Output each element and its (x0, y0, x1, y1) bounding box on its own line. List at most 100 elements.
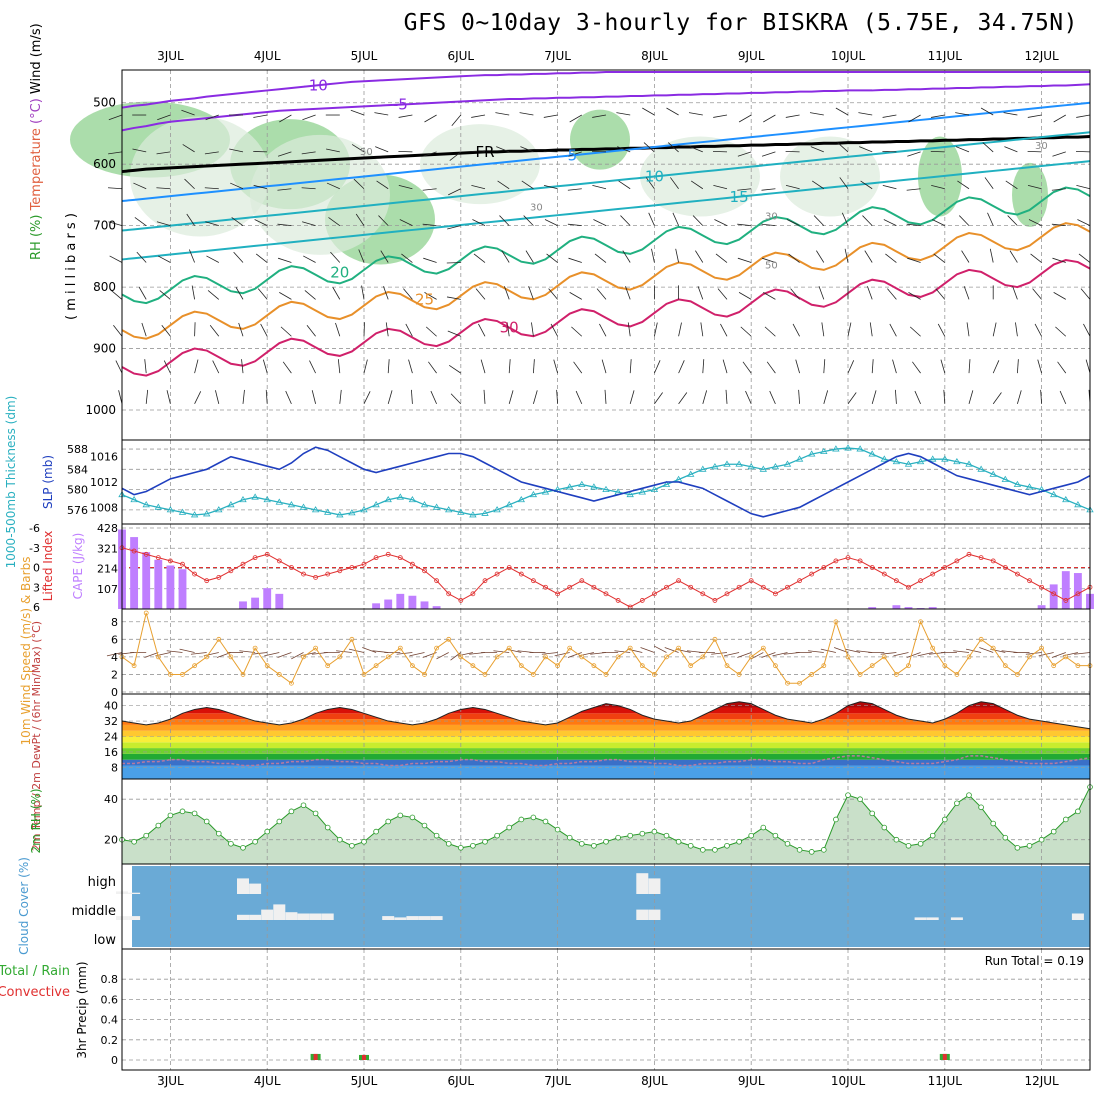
lifted-index-marker (700, 591, 706, 597)
wind-barb (301, 187, 316, 190)
wind-barb (207, 290, 220, 300)
rh-marker (591, 842, 597, 849)
lifted-index-marker (143, 551, 149, 557)
wind-barb (332, 287, 341, 300)
rh-marker (675, 838, 682, 845)
wind-barb (533, 359, 535, 374)
cape-bar (275, 593, 284, 609)
wind-barb (651, 248, 655, 263)
isotherm-label: -10 (303, 77, 328, 95)
cloud-bar (914, 917, 927, 920)
wind-barb (616, 112, 631, 116)
rh-marker (893, 836, 900, 843)
wind-barb (156, 187, 171, 190)
wind-barb (145, 389, 149, 404)
wind-barb (556, 389, 558, 404)
wind-barb (931, 184, 945, 190)
wind-barb (821, 322, 825, 337)
lifted-index-marker (821, 565, 827, 570)
thickness-marker (517, 495, 526, 503)
wind-barb (955, 112, 970, 116)
wind-barb (966, 322, 970, 337)
cloud-bar (237, 878, 249, 894)
wind-barb (475, 288, 486, 300)
wind-barb (378, 215, 389, 226)
wind-barb (788, 253, 800, 263)
wind-barb (980, 107, 994, 116)
cape-tick-label: 428 (97, 522, 118, 535)
lifted-index-marker (494, 571, 500, 577)
wind-barb (550, 323, 558, 337)
surface-wind-barb (144, 652, 159, 658)
wind-barb (860, 180, 873, 190)
cape-bar (1049, 584, 1058, 609)
rh-marker (336, 836, 343, 843)
rh-marker (881, 824, 888, 831)
wind-speed-marker (543, 654, 548, 660)
surface-wind-barb (554, 652, 570, 657)
rh-marker (748, 832, 754, 839)
rh-marker (639, 830, 646, 837)
rh-marker (542, 818, 549, 825)
wind-barb (353, 178, 365, 190)
rh-marker (276, 818, 283, 825)
wind-speed-marker (1051, 663, 1057, 669)
surface-wind-barb (893, 652, 909, 657)
wind-barb (543, 114, 558, 118)
wind-speed-marker (301, 654, 306, 660)
wind-barb (862, 215, 873, 226)
thickness-marker (626, 490, 634, 498)
wind-barb (262, 359, 268, 374)
wind-speed-marker (555, 663, 560, 669)
wind-barb (790, 288, 800, 300)
thickness-marker (457, 508, 465, 515)
cape-ylabel: CAPE (J/kg) (71, 533, 85, 600)
lifted-index-marker (422, 568, 427, 574)
rh-marker (820, 847, 827, 853)
wind-barb (380, 250, 389, 263)
wind-barb (411, 389, 413, 404)
cape-bar (408, 595, 417, 609)
wind-barb (118, 390, 123, 404)
wind-barb (604, 389, 607, 404)
wind-barb (742, 361, 752, 374)
wind-speed-marker (143, 610, 149, 616)
wind-speed-marker (664, 654, 669, 660)
wind-barb (867, 286, 873, 300)
wind-speed-marker (518, 663, 524, 669)
wind-barb (906, 188, 921, 191)
wind-speed-marker (325, 663, 331, 669)
wind-barb (194, 391, 202, 405)
wind-speed-marker (337, 654, 343, 660)
wind-speed-marker (966, 654, 972, 660)
wind-barb (215, 390, 220, 404)
wind-barb (450, 393, 462, 405)
rh-marker (409, 814, 416, 821)
thickness-marker (384, 495, 392, 503)
lifted-index-marker (506, 565, 512, 570)
lifted-index-marker (518, 571, 524, 577)
rh-marker (627, 832, 633, 839)
top-day-label: 9JUL (738, 49, 765, 63)
wind-barb (629, 359, 632, 374)
thickness-marker (565, 483, 574, 490)
wind-speed-marker (627, 645, 633, 651)
wind-barb (1015, 322, 1018, 337)
wind-barb (737, 257, 752, 263)
top-day-label: 11JUL (928, 49, 963, 63)
wind-barb (769, 390, 776, 405)
lifted-index-marker (579, 578, 585, 584)
wind-barb (761, 188, 776, 191)
wind-barb (157, 255, 171, 263)
lifted-index-marker (301, 571, 306, 577)
thickness-marker (336, 511, 344, 518)
cape-bar (130, 537, 139, 609)
wind-barb (955, 146, 970, 153)
wind-barb (520, 146, 534, 153)
wind-barb (186, 213, 195, 226)
wind-barb (1004, 146, 1018, 153)
wind-barb (702, 359, 705, 374)
wind-speed-marker (773, 663, 778, 669)
wind-speed-marker (579, 654, 585, 660)
wind-barb (241, 359, 244, 374)
